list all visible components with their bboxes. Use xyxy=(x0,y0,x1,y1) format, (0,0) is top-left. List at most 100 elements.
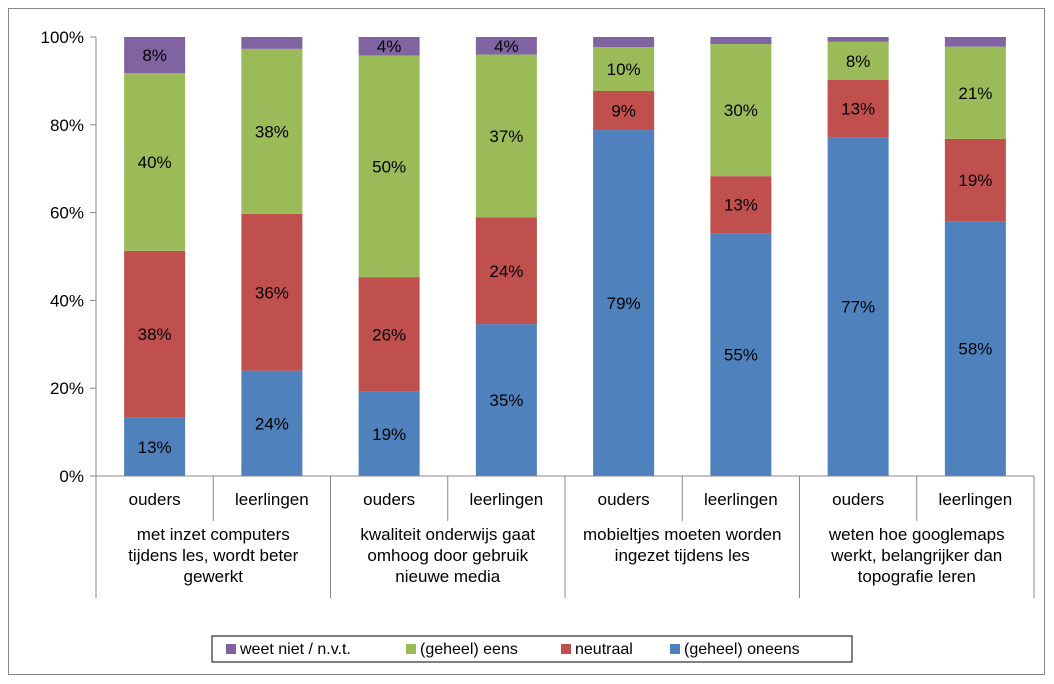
bar-segment xyxy=(475,37,537,55)
bar-segment xyxy=(124,72,186,251)
x-group-label: weten hoe googlemaps xyxy=(828,525,1005,544)
y-tick-label: 100% xyxy=(41,28,84,47)
bar-segment xyxy=(593,47,655,91)
data-label: 24% xyxy=(255,414,289,433)
data-label: 30% xyxy=(724,101,758,120)
bar-segment xyxy=(358,277,420,392)
data-label: 58% xyxy=(958,340,992,359)
data-label: 79% xyxy=(607,294,641,313)
data-label: 8% xyxy=(846,52,871,71)
legend-swatch xyxy=(670,644,680,654)
legend-label: neutraal xyxy=(575,641,633,658)
legend-label: (geheel) oneens xyxy=(684,641,800,658)
data-label: 13% xyxy=(724,196,758,215)
bar-segment xyxy=(944,221,1006,476)
data-label: 35% xyxy=(489,391,523,410)
y-axis: 0% 20% 40% 60% 80% 100% xyxy=(41,28,97,486)
legend-label: (geheel) eens xyxy=(420,641,518,658)
data-label: 4% xyxy=(377,37,402,56)
x-group-label: kwaliteit onderwijs gaat xyxy=(360,525,535,544)
x-group-label: omhoog door gebruik xyxy=(367,546,528,565)
bar-labels: 13% 38% 40% 8% 24% 36% 38% 19% 26% 50% 4% 35% 24% 37%… xyxy=(138,37,993,457)
bar-segment xyxy=(358,55,420,278)
data-label: 4% xyxy=(494,37,519,56)
bar-segment xyxy=(593,130,655,476)
bar-segment xyxy=(944,37,1006,47)
bar-segment xyxy=(475,217,537,325)
data-label: 8% xyxy=(142,46,167,65)
data-label: 37% xyxy=(489,127,523,146)
data-label: 38% xyxy=(138,325,172,344)
axes xyxy=(8,8,1045,675)
x-category-label: leerlingen xyxy=(939,490,1013,509)
data-label: 19% xyxy=(372,425,406,444)
data-label: 38% xyxy=(255,122,289,141)
bar-segment xyxy=(827,37,889,42)
bar-segment xyxy=(241,370,303,476)
y-tick-label: 80% xyxy=(50,116,84,135)
bar-segment xyxy=(475,324,537,476)
bar-segment xyxy=(827,41,889,81)
x-category-label: ouders xyxy=(363,490,415,509)
x-axis: ouders leerlingen ouders leerlingen ouders le… xyxy=(95,475,1035,598)
bar-segment xyxy=(358,37,420,56)
bar-segment xyxy=(593,37,655,48)
data-label: 40% xyxy=(138,153,172,172)
data-label: 21% xyxy=(958,84,992,103)
legend-label: weet niet / n.v.t. xyxy=(239,641,351,658)
bar-segment xyxy=(593,90,655,131)
data-label: 50% xyxy=(372,157,406,176)
bar-segment xyxy=(124,37,186,73)
data-label: 55% xyxy=(724,346,758,365)
x-group-label: werkt, belangrijker dan xyxy=(830,546,1002,565)
legend: weet niet / n.v.t. (geheel) eens neutraal (… xyxy=(211,635,853,663)
y-tick-label: 60% xyxy=(50,204,84,223)
bar-segment xyxy=(358,391,420,476)
legend-swatch xyxy=(561,644,571,654)
data-label: 10% xyxy=(607,60,641,79)
legend-box xyxy=(211,635,853,663)
bar-segment xyxy=(241,37,303,49)
data-label: 13% xyxy=(138,438,172,457)
x-category-label: leerlingen xyxy=(704,490,778,509)
bar-segment xyxy=(710,233,772,476)
data-label: 19% xyxy=(958,171,992,190)
legend-swatch xyxy=(226,644,236,654)
x-group-label: ingezet tijdens les xyxy=(615,546,750,565)
x-group-label: topografie leren xyxy=(858,567,976,586)
data-label: 36% xyxy=(255,283,289,302)
chart-frame xyxy=(8,8,1045,675)
data-label: 24% xyxy=(489,262,523,281)
bar-segment xyxy=(124,417,186,476)
data-label: 26% xyxy=(372,325,406,344)
bar-segment xyxy=(827,80,889,138)
bar-segment xyxy=(944,46,1006,139)
bar-segment xyxy=(710,176,772,234)
bar-segment xyxy=(241,48,303,214)
y-tick-label: 0% xyxy=(59,467,84,486)
bar-segment xyxy=(710,44,772,177)
x-category-label: ouders xyxy=(129,490,181,509)
x-group-label: mobieltjes moeten worden xyxy=(583,525,781,544)
x-category-label: ouders xyxy=(832,490,884,509)
x-category-label: leerlingen xyxy=(235,490,309,509)
x-category-label: ouders xyxy=(598,490,650,509)
x-group-label: gewerkt xyxy=(183,567,243,586)
bar-segment xyxy=(241,213,303,371)
x-group-label: tijdens les, wordt beter xyxy=(128,546,298,565)
bar-segment xyxy=(710,37,772,45)
data-label: 13% xyxy=(841,100,875,119)
y-tick-label: 40% xyxy=(50,291,84,310)
bar-segment xyxy=(124,250,186,418)
data-label: 77% xyxy=(841,298,875,317)
x-group-label: nieuwe media xyxy=(395,567,500,586)
x-category-label: leerlingen xyxy=(470,490,544,509)
bar-segment xyxy=(944,138,1006,222)
bar-segment xyxy=(475,54,537,218)
y-tick-label: 20% xyxy=(50,379,84,398)
bars xyxy=(124,37,1006,477)
legend-swatch xyxy=(406,644,416,654)
data-label: 9% xyxy=(611,102,636,121)
